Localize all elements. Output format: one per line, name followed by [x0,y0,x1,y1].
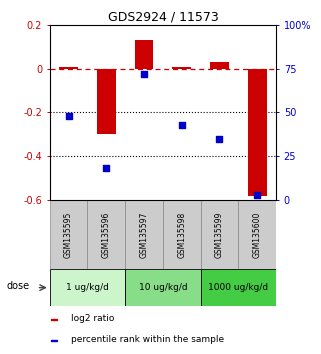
Bar [50,269,125,306]
Bar [87,200,125,269]
Bar [201,269,276,306]
Bar [134,40,153,69]
Point [142,71,147,77]
Point [217,136,222,142]
Text: GSM135596: GSM135596 [102,211,111,258]
Point [66,113,71,119]
Text: GSM135600: GSM135600 [253,211,262,258]
Point [104,166,109,171]
Text: 10 ug/kg/d: 10 ug/kg/d [139,283,187,292]
Bar [238,200,276,269]
Text: 1 ug/kg/d: 1 ug/kg/d [66,283,109,292]
Bar [201,200,238,269]
Bar [59,68,78,69]
Bar [248,69,267,196]
Text: percentile rank within the sample: percentile rank within the sample [71,335,224,344]
Bar [172,68,191,69]
Bar [125,269,201,306]
Text: GSM135598: GSM135598 [177,211,186,258]
Bar [163,200,201,269]
Text: dose: dose [6,281,30,291]
Bar [51,319,56,320]
Point [255,192,260,198]
Bar [51,340,56,341]
Text: 1000 ug/kg/d: 1000 ug/kg/d [208,283,268,292]
Bar [50,200,87,269]
Text: log2 ratio: log2 ratio [71,314,114,322]
Point [179,122,184,127]
Bar [125,200,163,269]
Bar [97,69,116,134]
Bar [210,62,229,69]
Text: GSM135599: GSM135599 [215,211,224,258]
Text: GSM135595: GSM135595 [64,211,73,258]
Text: GSM135597: GSM135597 [140,211,149,258]
Title: GDS2924 / 11573: GDS2924 / 11573 [108,11,218,24]
